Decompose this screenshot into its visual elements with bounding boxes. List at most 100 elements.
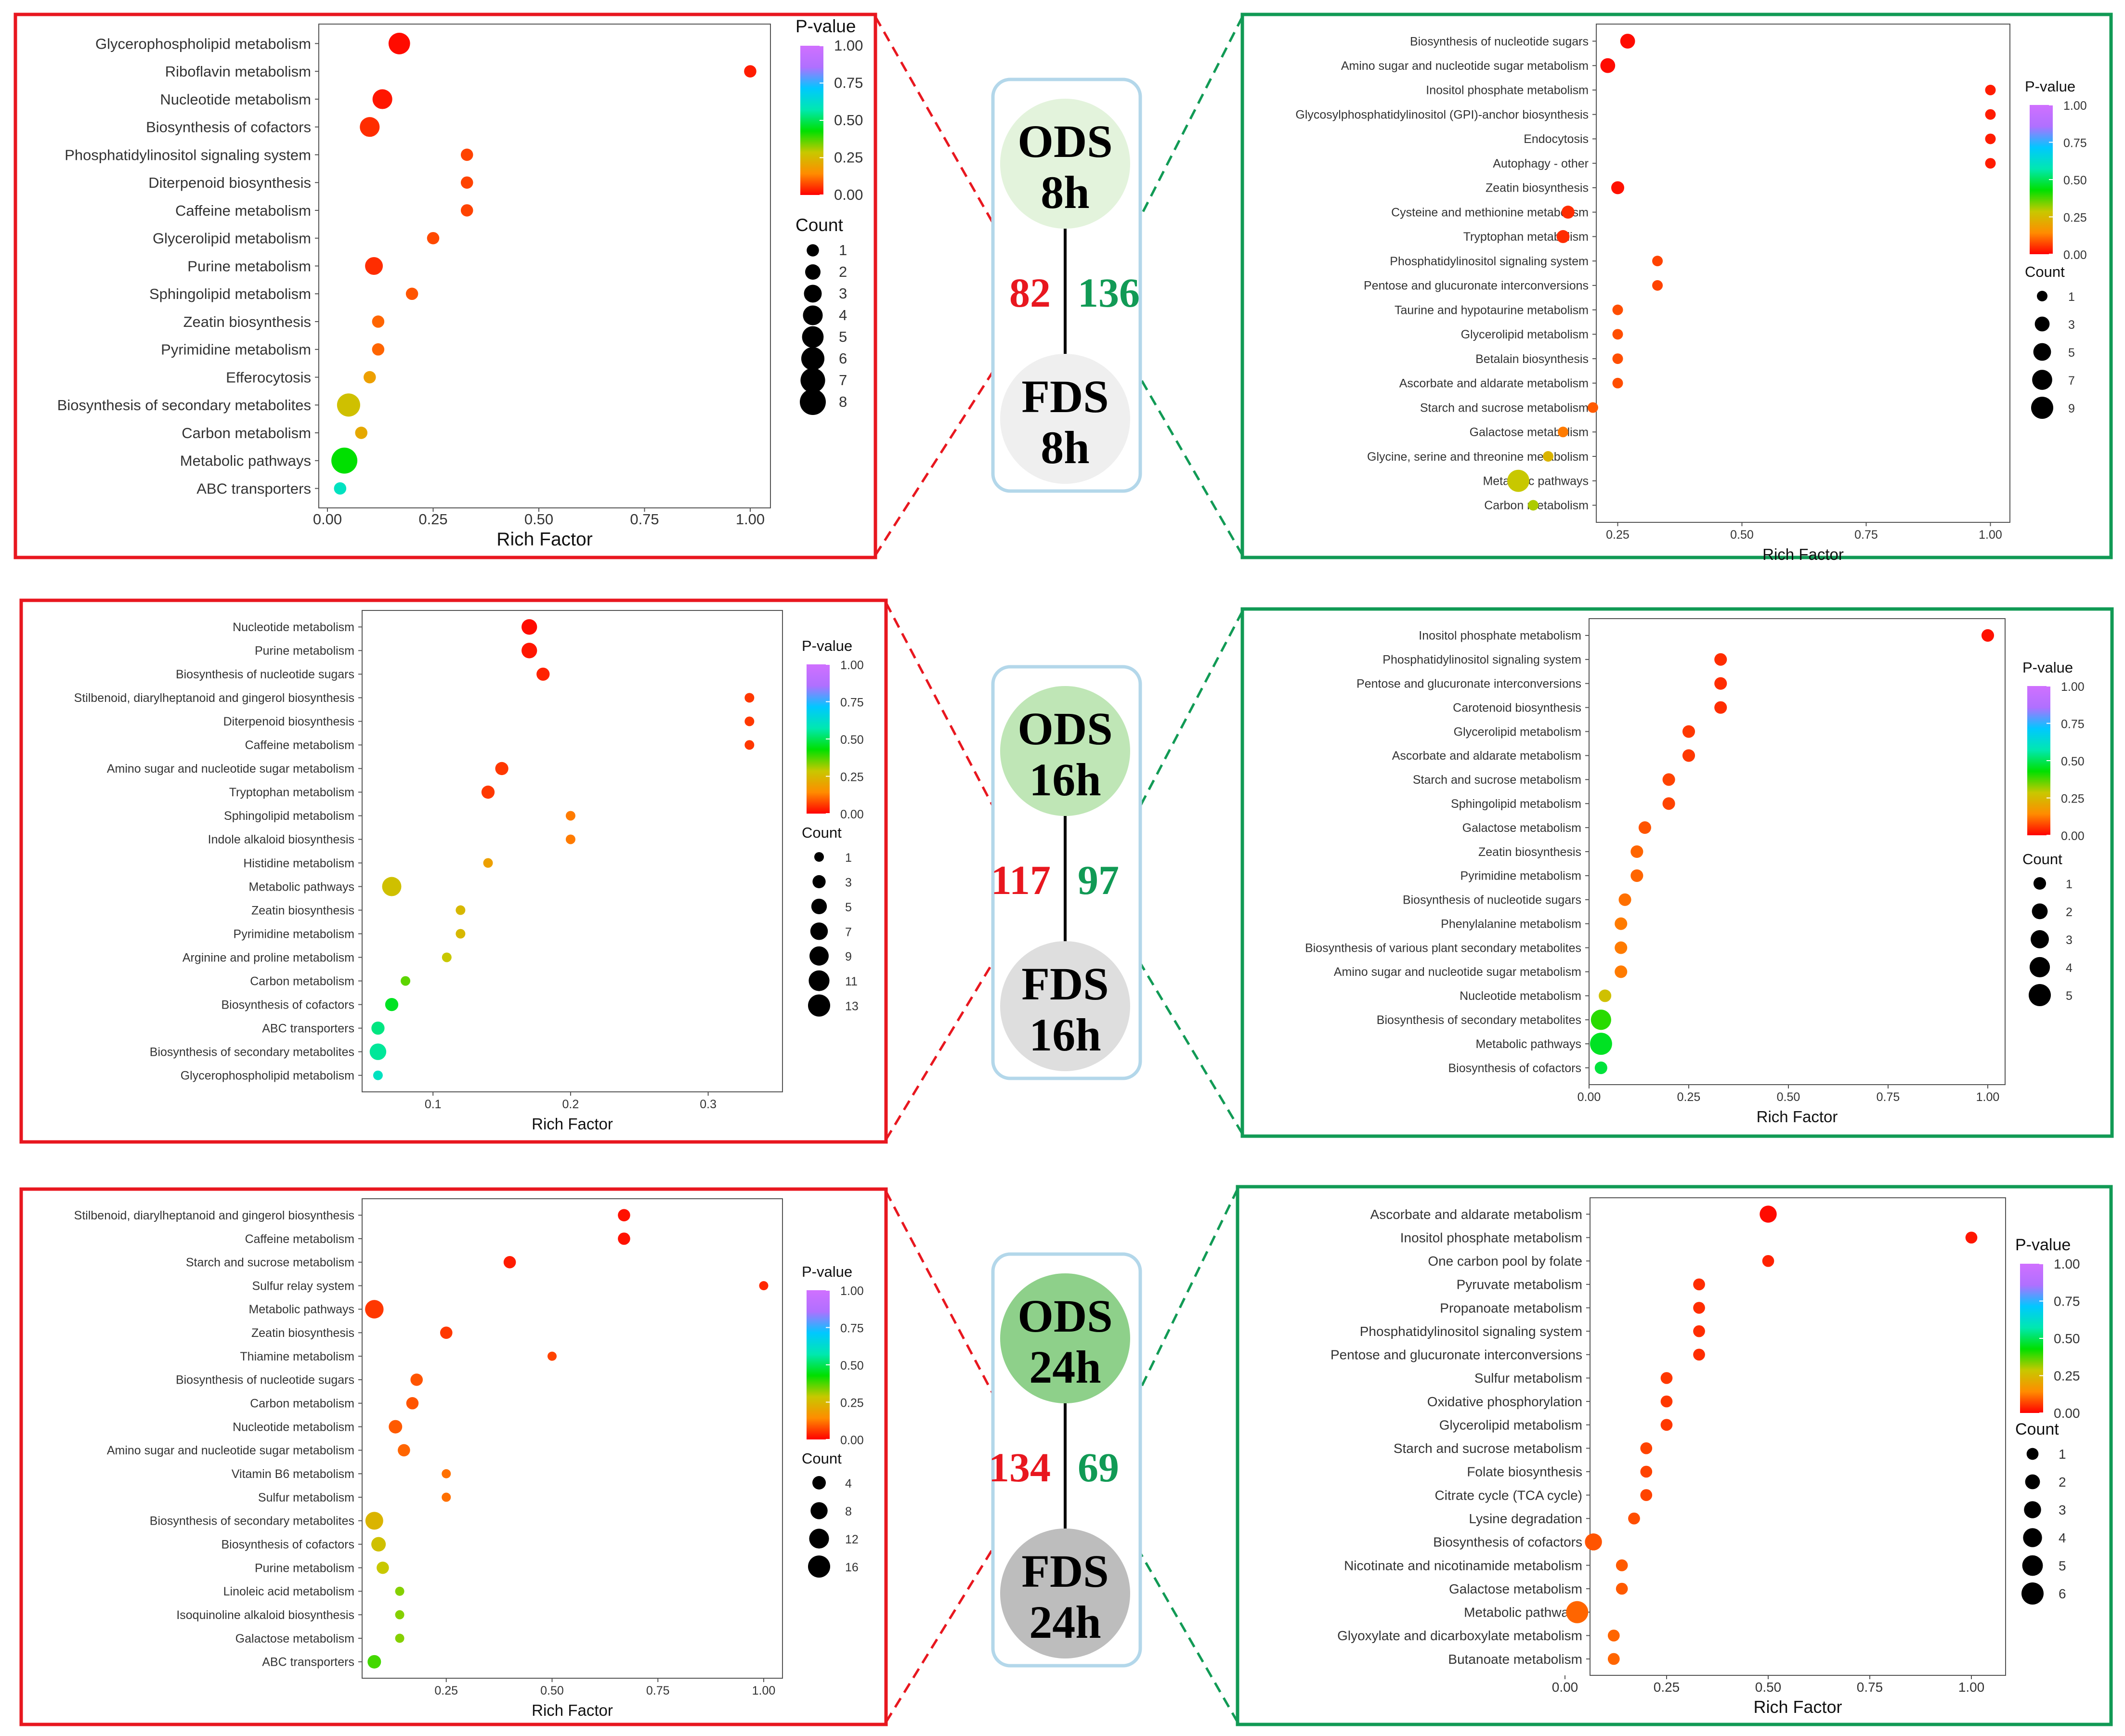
data-point [1528, 500, 1539, 511]
count-legend-marker [804, 285, 822, 303]
data-point [331, 447, 358, 474]
data-point [1714, 653, 1727, 666]
pathway-label: Ascorbate and aldarate metabolism [1399, 377, 1589, 390]
group-label-ods: ODS [1017, 1290, 1112, 1342]
pathway-label: Glycerolipid metabolism [153, 230, 311, 247]
count-legend-label: 3 [839, 285, 847, 302]
pathway-label: Biosynthesis of secondary metabolites [150, 1515, 354, 1528]
count-legend-label: 1 [845, 851, 852, 865]
pathway-label: Biosynthesis of various plant secondary … [1305, 941, 1581, 955]
count-legend-label: 6 [2059, 1586, 2066, 1601]
count-legend-label: 3 [2066, 933, 2073, 947]
data-point [744, 740, 755, 750]
pathway-label: Carbon metabolism [250, 974, 354, 988]
pathway-label: Vitamin B6 metabolism [232, 1467, 354, 1481]
data-point [1566, 1601, 1589, 1623]
pvalue-tick-label: 0.25 [834, 149, 863, 166]
pvalue-legend-title: P-value [802, 637, 852, 654]
count-legend-marker [2031, 397, 2053, 419]
pvalue-tick-label: 0.75 [840, 1322, 864, 1335]
data-point [1714, 677, 1727, 690]
data-point [1590, 1033, 1612, 1055]
count-legend-marker [800, 368, 825, 393]
pathway-label: Biosynthesis of secondary metabolites [1377, 1013, 1581, 1027]
group-time-fds: 16h [1029, 1009, 1101, 1061]
count-legend-label: 1 [2059, 1447, 2066, 1462]
count-legend-marker [807, 244, 819, 257]
count-legend-marker [2029, 957, 2050, 978]
data-point [389, 1420, 403, 1434]
data-point [565, 811, 575, 821]
pathway-label: Inositol phosphate metabolism [1400, 1230, 1582, 1245]
data-point [372, 343, 385, 356]
pathway-label: Biosynthesis of cofactors [1433, 1535, 1582, 1550]
count-legend-marker [2024, 1501, 2041, 1518]
group-label-fds: FDS [1021, 958, 1108, 1010]
data-point [1714, 701, 1727, 714]
data-point [405, 287, 418, 300]
data-point [364, 371, 376, 384]
bubble-chart-panel-5: Stilbenoid, diarylheptanoid and gingerol… [19, 1187, 888, 1726]
data-point [744, 693, 755, 703]
pathway-label: Amino sugar and nucleotide sugar metabol… [1334, 965, 1581, 979]
data-point [395, 1586, 404, 1596]
data-point [1985, 84, 1996, 95]
count-legend-label: 3 [2068, 318, 2075, 332]
data-point [1693, 1302, 1705, 1314]
pvalue-tick-label: 0.25 [840, 771, 864, 784]
data-point [377, 1561, 389, 1574]
data-point [456, 929, 466, 939]
data-point [1590, 1010, 1611, 1030]
data-point [1640, 1442, 1653, 1454]
count-legend-label: 7 [2068, 374, 2075, 388]
pathway-label: Glycerolipid metabolism [1454, 725, 1581, 738]
data-point [1585, 1533, 1602, 1551]
pathway-label: Biosynthesis of cofactors [1448, 1062, 1581, 1075]
pathway-label: Metabolic pathways [1483, 475, 1589, 488]
pathway-label: Galactose metabolism [1462, 821, 1581, 835]
data-point [440, 1326, 453, 1339]
count-legend-marker [801, 347, 825, 371]
data-point [371, 1537, 386, 1552]
data-point [1630, 869, 1643, 882]
data-point [1660, 1372, 1673, 1384]
pathway-label: Metabolic pathways [248, 880, 354, 894]
data-point [1682, 749, 1695, 762]
pvalue-tick-label: 0.50 [840, 733, 864, 747]
pathway-label: Nucleotide metabolism [160, 91, 311, 108]
data-point [759, 1281, 769, 1291]
data-point [1652, 256, 1663, 267]
pvalue-tick-label: 0.75 [2063, 137, 2087, 150]
group-label-fds: FDS [1021, 371, 1108, 422]
left-pathway-count: 134 [989, 1444, 1051, 1490]
pvalue-tick-label: 0.75 [834, 75, 863, 91]
count-legend-label: 4 [839, 307, 847, 324]
pathway-label: Metabolic pathways [1464, 1605, 1582, 1620]
count-legend-title: Count [795, 215, 843, 235]
pathway-label: Nucleotide metabolism [233, 1420, 354, 1434]
pathway-label: Sphingolipid metabolism [149, 285, 311, 302]
data-point [442, 1469, 451, 1478]
pathway-label: Starch and sucrose metabolism [1394, 1441, 1582, 1456]
pvalue-tick-label: 0.00 [840, 1434, 864, 1447]
count-legend-marker [2031, 930, 2049, 948]
pathway-label: Taurine and hypotaurine metabolism [1395, 303, 1589, 317]
pathway-label: Citrate cycle (TCA cycle) [1435, 1488, 1583, 1503]
x-tick-label: 0.50 [540, 1684, 564, 1697]
pathway-label: Ascorbate and aldarate metabolism [1370, 1207, 1582, 1222]
pathway-label: Biosynthesis of cofactors [221, 1538, 354, 1551]
count-legend-marker [805, 264, 821, 280]
data-point [410, 1373, 423, 1386]
count-legend-marker [810, 1502, 828, 1519]
group-circle-fds [1000, 1529, 1130, 1658]
count-legend-label: 5 [2068, 346, 2075, 360]
data-point [1662, 797, 1675, 810]
pathway-label: Zeatin biosynthesis [251, 904, 354, 917]
pathway-label: Caffeine metabolism [245, 738, 354, 752]
count-legend-label: 3 [845, 876, 852, 889]
data-point [442, 952, 452, 962]
pathway-label: Glycine, serine and threonine metabolism [1367, 450, 1589, 464]
data-point [1557, 427, 1568, 438]
pvalue-tick-label: 0.25 [2061, 792, 2085, 806]
count-legend-marker [808, 994, 830, 1017]
